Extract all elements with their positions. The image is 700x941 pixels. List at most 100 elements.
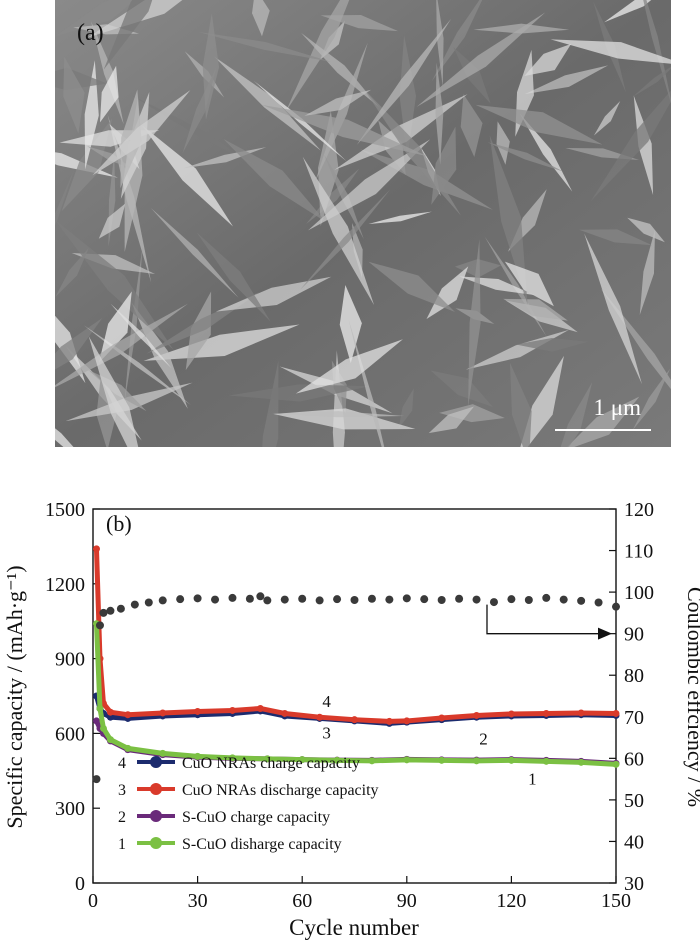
data-point-ce <box>106 606 115 615</box>
nanosheet <box>436 0 444 87</box>
data-point-ce <box>256 592 265 601</box>
data-point-3 <box>228 706 236 714</box>
y-right-tick-label: 80 <box>624 665 644 687</box>
nanosheet <box>519 113 573 192</box>
x-tick-label: 150 <box>601 890 631 912</box>
data-point-4 <box>106 713 114 721</box>
nanosheet <box>55 303 189 388</box>
legend-swatch-marker <box>150 837 162 849</box>
data-point-ce <box>507 595 516 604</box>
data-point-ce <box>130 600 139 609</box>
y-left-tick-label: 0 <box>75 873 85 895</box>
nanosheet <box>368 261 456 313</box>
data-point-3 <box>316 713 324 721</box>
nanosheet <box>143 324 300 361</box>
nanosheet <box>639 229 656 315</box>
nanosheet <box>604 0 652 23</box>
y-right-tick-label: 30 <box>624 873 644 895</box>
nanosheet <box>584 233 642 385</box>
legend-number: 3 <box>118 782 126 799</box>
nanosheet <box>496 121 510 165</box>
y-right-tick-label: 120 <box>624 499 654 521</box>
nanosheet <box>262 104 428 157</box>
y-right-tick-label: 40 <box>624 831 644 853</box>
nanosheet <box>435 62 444 165</box>
legend-swatch-marker <box>150 783 162 795</box>
legend-label: CuO NRAs charge capacity <box>182 755 360 772</box>
nanosheet <box>524 65 609 95</box>
data-point-ce <box>420 595 429 604</box>
data-point-3 <box>403 717 411 725</box>
data-point-ce <box>333 595 342 604</box>
legend-label: CuO NRAs discharge capacity <box>182 782 379 799</box>
nanosheet <box>142 125 234 227</box>
y-left-tick-label: 1200 <box>45 574 85 596</box>
data-point-3 <box>281 709 289 717</box>
data-point-ce <box>594 598 603 607</box>
nanosheet <box>550 39 671 64</box>
nanosheet <box>55 219 174 351</box>
data-point-ce <box>144 598 153 607</box>
data-point-3 <box>577 709 585 717</box>
nanosheet <box>88 336 139 447</box>
data-point-3 <box>106 708 114 716</box>
data-point-3 <box>542 709 550 717</box>
nanosheet <box>489 135 528 305</box>
data-point-ce <box>437 596 446 605</box>
nanosheet <box>55 169 75 226</box>
nanosheet <box>103 0 153 70</box>
data-point-1 <box>612 760 620 768</box>
nanosheet <box>306 168 360 225</box>
nanosheet <box>324 154 364 240</box>
nanosheet <box>252 0 270 37</box>
nanosheet <box>308 139 431 231</box>
data-point-3 <box>507 710 515 718</box>
data-point-1 <box>106 736 114 744</box>
data-point-1 <box>577 758 585 766</box>
data-point-ce <box>95 621 104 630</box>
x-tick-label: 60 <box>292 890 312 912</box>
nanosheet <box>63 56 85 134</box>
nanosheet <box>301 32 379 108</box>
data-point-3 <box>612 709 620 717</box>
data-point-1 <box>403 756 411 764</box>
data-point-ce <box>280 595 289 604</box>
legend-number: 4 <box>118 755 126 772</box>
nanosheet <box>439 404 505 423</box>
nanosheet <box>295 339 403 394</box>
data-point-1 <box>263 755 271 763</box>
data-point-ce <box>298 594 307 603</box>
nanosheet <box>304 89 372 116</box>
sem-micrograph <box>55 0 671 447</box>
x-tick-label: 30 <box>188 890 208 912</box>
y-left-tick-label: 300 <box>55 798 85 820</box>
nanosheet <box>339 285 362 364</box>
nanosheet <box>475 104 603 145</box>
data-point-ce <box>193 594 202 603</box>
data-point-ce <box>524 596 533 605</box>
data-point-ce <box>315 596 324 605</box>
panel-a-label: (a) <box>77 20 104 46</box>
data-point-3 <box>194 707 202 715</box>
nanosheet <box>590 90 671 202</box>
nanosheet <box>202 13 220 120</box>
nanosheet <box>223 138 326 223</box>
data-point-1 <box>298 756 306 764</box>
nanosheet <box>197 31 331 62</box>
nanosheet <box>430 370 493 407</box>
data-point-ce <box>542 593 551 602</box>
y-left-tick-label: 900 <box>55 649 85 671</box>
nanosheet <box>468 238 481 407</box>
data-point-1 <box>194 752 202 760</box>
nanosheet <box>487 142 564 172</box>
legend-label: S-CuO disharge capacity <box>182 836 342 853</box>
nanosheet <box>150 207 239 298</box>
y-axis-left-title: Specific capacity / (mAh·g⁻¹) <box>2 565 27 828</box>
data-point-3 <box>438 714 446 722</box>
nanosheet <box>416 12 546 108</box>
legend-swatch-marker <box>150 810 162 822</box>
data-point-ce <box>472 595 481 604</box>
data-point-ce <box>489 598 498 607</box>
scale-bar <box>555 429 651 431</box>
nanosheet <box>285 0 350 112</box>
